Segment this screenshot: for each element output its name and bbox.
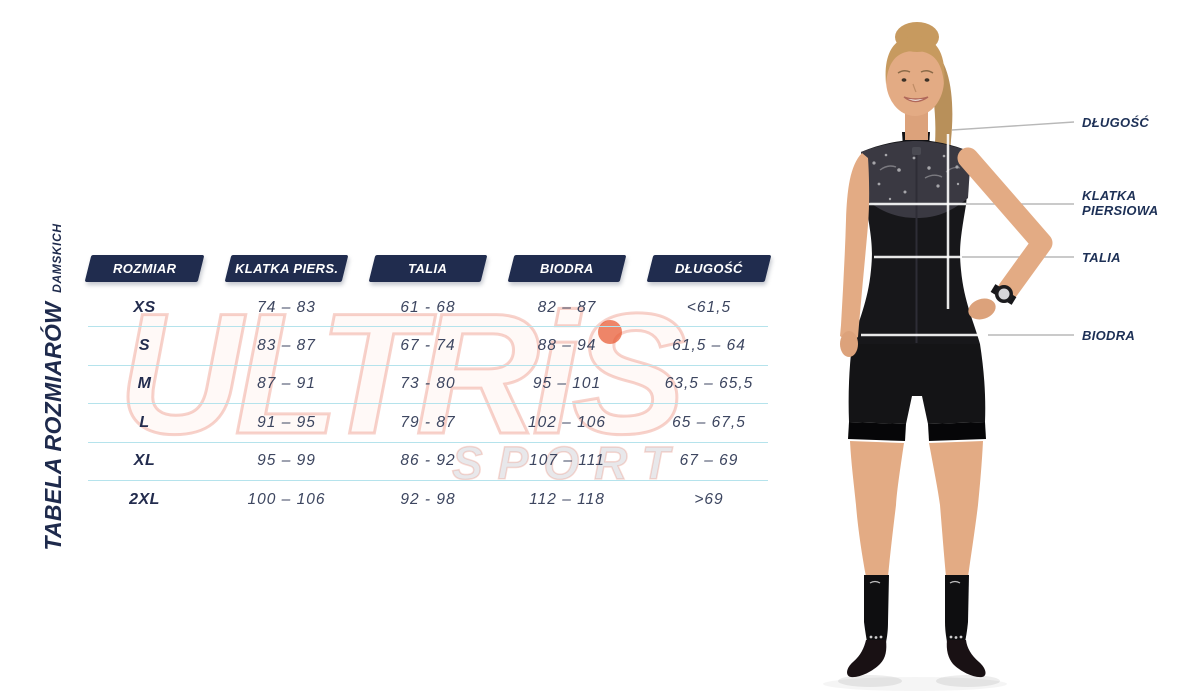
column-header-label: BIODRA bbox=[540, 261, 594, 276]
hips-cell: 82 – 87 bbox=[537, 298, 597, 316]
waist-cell: 92 - 98 bbox=[400, 490, 456, 508]
hips-cell: 95 – 101 bbox=[532, 375, 602, 393]
table-row-m: M 87 – 91 73 - 80 95 – 101 63,5 – 65,5 bbox=[88, 364, 768, 403]
hips-cell: 102 – 106 bbox=[528, 413, 606, 431]
zipper-pull bbox=[912, 147, 921, 155]
column-header-label: KLATKA PIERS. bbox=[234, 261, 339, 276]
table-row-xs: XS 74 – 83 61 - 68 82 – 87 <61,5 bbox=[88, 289, 768, 326]
column-header-klatka: KLATKA PIERS. bbox=[224, 255, 349, 282]
socks bbox=[864, 575, 969, 642]
right-arm bbox=[957, 147, 1053, 320]
size-cell: XS bbox=[133, 298, 156, 316]
waist-cell: 61 - 68 bbox=[400, 298, 456, 316]
measure-label-chest: KLATKA PIERSIOWA bbox=[1082, 188, 1158, 218]
column-header-biodra: BIODRA bbox=[507, 255, 627, 282]
size-cell: L bbox=[139, 413, 150, 431]
table-header-row: ROZMIAR KLATKA PIERS. TALIA BIODRA DŁUGO… bbox=[84, 255, 772, 282]
watermark-brand-text: ULTRiS bbox=[116, 278, 687, 470]
hips-cell: 112 – 118 bbox=[529, 490, 605, 508]
waist-cell: 73 - 80 bbox=[400, 375, 456, 393]
length-cell: 63,5 – 65,5 bbox=[664, 375, 754, 393]
length-cell: >69 bbox=[694, 490, 724, 508]
column-header-rozmiar: ROZMIAR bbox=[84, 255, 205, 282]
watermark-i-dot bbox=[598, 320, 622, 344]
shorts-left-band bbox=[848, 422, 906, 441]
table-row-l: L 91 – 95 79 - 87 102 – 106 65 – 67,5 bbox=[88, 403, 768, 441]
size-cell: XL bbox=[133, 452, 156, 470]
chest-cell: 100 – 106 bbox=[247, 490, 326, 508]
length-cell: 65 – 67,5 bbox=[672, 413, 746, 431]
column-header-dlugosc: DŁUGOŚĆ bbox=[646, 255, 772, 282]
table-row-s: S 83 – 87 67 - 74 88 – 94 61,5 – 64 bbox=[88, 326, 768, 364]
model-photo bbox=[823, 22, 1075, 691]
hips-cell: 88 – 94 bbox=[537, 337, 597, 355]
cycling-shorts bbox=[848, 344, 986, 424]
column-header-label: TALIA bbox=[408, 261, 448, 276]
chest-cell: 91 – 95 bbox=[257, 413, 316, 431]
size-cell: 2XL bbox=[129, 490, 160, 508]
size-cell: S bbox=[138, 337, 151, 355]
legs bbox=[850, 441, 983, 577]
face-features bbox=[897, 69, 934, 103]
face bbox=[886, 44, 944, 116]
chest-cell: 87 – 91 bbox=[257, 375, 316, 393]
table-row-2xl: 2XL 100 – 106 92 - 98 112 – 118 >69 bbox=[88, 479, 768, 518]
table-row-xl: XL 95 – 99 86 - 92 107 – 111 67 – 69 bbox=[88, 441, 768, 480]
chest-cell: 83 – 87 bbox=[257, 337, 316, 355]
column-header-label: DŁUGOŚĆ bbox=[675, 261, 743, 276]
floor-shadow bbox=[823, 675, 1007, 691]
left-arm bbox=[840, 153, 870, 357]
measure-label-chest-line2: PIERSIOWA bbox=[1082, 203, 1159, 218]
measure-label-length: DŁUGOŚĆ bbox=[1082, 115, 1150, 130]
measure-label-chest-line1: KLATKA bbox=[1082, 188, 1137, 203]
size-cell: M bbox=[137, 375, 152, 393]
size-table: ROZMIAR KLATKA PIERS. TALIA BIODRA DŁUGO… bbox=[84, 255, 772, 518]
length-cell: <61,5 bbox=[686, 298, 732, 316]
length-cell: 61,5 – 64 bbox=[672, 337, 746, 355]
measure-label-waist: TALIA bbox=[1082, 250, 1121, 265]
watermark-sport-text: SPORT bbox=[451, 437, 685, 489]
column-header-talia: TALIA bbox=[368, 255, 488, 282]
page-title-main: TABELA ROZMIARÓW bbox=[40, 301, 66, 551]
table-body: XS 74 – 83 61 - 68 82 – 87 <61,5 S 83 – … bbox=[88, 289, 768, 518]
waist-cell: 67 - 74 bbox=[400, 337, 456, 355]
waist-cell: 86 - 92 bbox=[400, 452, 456, 470]
measure-label-hips: BIODRA bbox=[1082, 328, 1136, 343]
sock-logos bbox=[869, 580, 963, 639]
measurement-lines bbox=[861, 121, 1075, 337]
label-connector-lines bbox=[951, 121, 1075, 336]
chest-cell: 74 – 83 bbox=[257, 298, 316, 316]
chest-cell: 95 – 99 bbox=[257, 452, 316, 470]
hair-top bbox=[885, 36, 945, 84]
hips-cell: 107 – 111 bbox=[529, 452, 605, 470]
page-title-sub: DAMSKICH bbox=[50, 223, 64, 293]
waist-cell: 79 - 87 bbox=[400, 413, 456, 431]
length-cell: 67 – 69 bbox=[679, 452, 739, 470]
column-header-label: ROZMIAR bbox=[112, 261, 177, 276]
page-title: TABELA ROZMIARÓW DAMSKICH bbox=[40, 223, 70, 550]
shorts-right-band bbox=[928, 422, 986, 441]
shoes bbox=[847, 640, 986, 678]
